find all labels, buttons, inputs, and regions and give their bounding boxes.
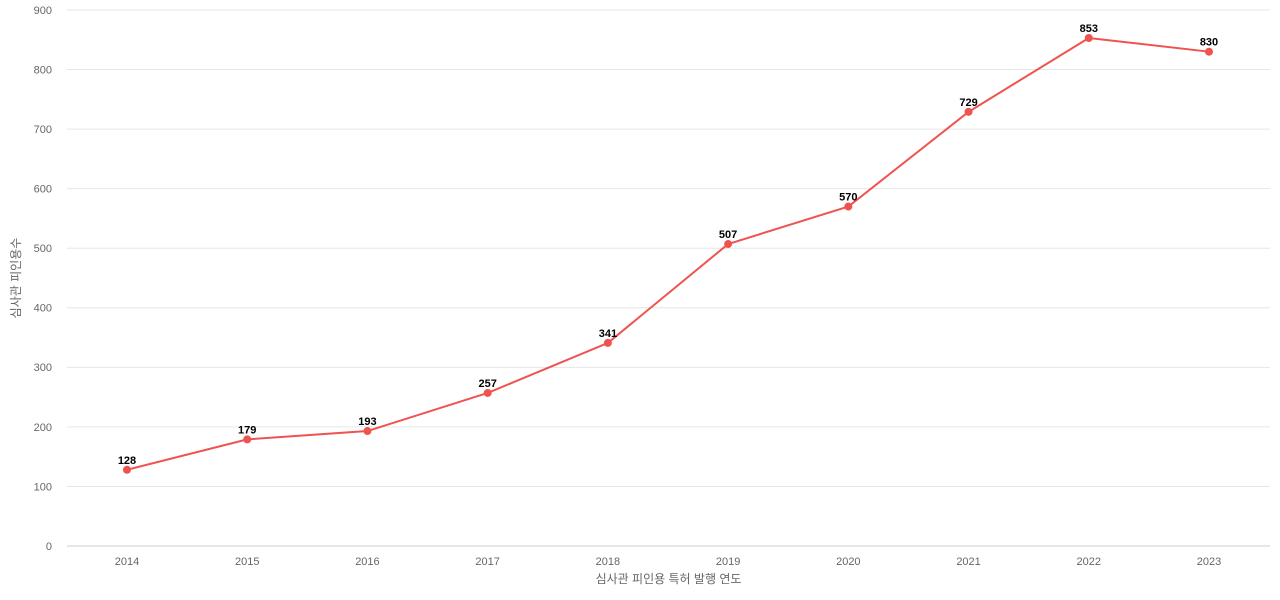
data-label: 507 <box>719 229 737 241</box>
x-tick-label: 2014 <box>115 556 139 568</box>
x-tick-label: 2020 <box>836 556 860 568</box>
data-point[interactable] <box>243 435 252 444</box>
data-point[interactable] <box>123 465 131 474</box>
y-tick-label: 400 <box>34 303 52 315</box>
y-tick-label: 100 <box>34 481 52 493</box>
grid <box>67 9 1270 547</box>
y-axis-ticks: 0 100 200 300 400 500 600 700 800 900 <box>34 5 52 553</box>
x-tick-label: 2021 <box>956 556 980 568</box>
data-point[interactable] <box>964 107 973 116</box>
data-points <box>123 33 1213 474</box>
x-axis-title: 심사관 피인용 특허 발행 연도 <box>596 571 742 586</box>
data-point[interactable] <box>724 240 733 249</box>
series-line-layer <box>126 36 1210 471</box>
x-axis-ticks: 2014 2015 2016 2017 2018 2019 2020 2021 2022 2023 <box>115 556 1221 568</box>
x-tick-label: 2019 <box>716 556 740 568</box>
data-label: 830 <box>1200 37 1218 49</box>
data-point[interactable] <box>483 388 492 397</box>
data-label: 729 <box>959 97 977 109</box>
y-axis-title: 심사관 피인용수 <box>9 238 23 319</box>
y-tick-label: 300 <box>34 362 52 374</box>
y-tick-label: 800 <box>34 64 52 76</box>
y-tick-label: 500 <box>34 243 52 255</box>
data-labels: 128 179 193 257 341 507 570 729 853 830 <box>118 23 1218 467</box>
data-point[interactable] <box>1205 47 1213 56</box>
y-tick-label: 200 <box>34 422 52 434</box>
y-tick-label: 600 <box>34 184 52 196</box>
data-point[interactable] <box>844 202 853 211</box>
data-label: 179 <box>238 424 256 436</box>
x-tick-label: 2018 <box>596 556 620 568</box>
data-label: 257 <box>478 378 496 390</box>
data-label: 570 <box>839 192 857 204</box>
x-tick-label: 2015 <box>235 556 259 568</box>
y-tick-label: 900 <box>34 5 52 17</box>
data-point[interactable] <box>1084 33 1093 42</box>
x-tick-label: 2017 <box>475 556 499 568</box>
data-label: 128 <box>118 455 136 467</box>
data-label: 853 <box>1080 23 1098 35</box>
y-tick-label: 0 <box>46 541 52 553</box>
data-label: 193 <box>358 416 376 428</box>
data-label: 341 <box>599 328 617 340</box>
data-point[interactable] <box>603 338 612 347</box>
series-line <box>126 36 1210 471</box>
x-tick-label: 2023 <box>1197 556 1221 568</box>
data-point[interactable] <box>363 427 372 436</box>
x-tick-label: 2016 <box>355 556 379 568</box>
y-tick-label: 700 <box>34 124 52 136</box>
x-tick-label: 2022 <box>1077 556 1101 568</box>
